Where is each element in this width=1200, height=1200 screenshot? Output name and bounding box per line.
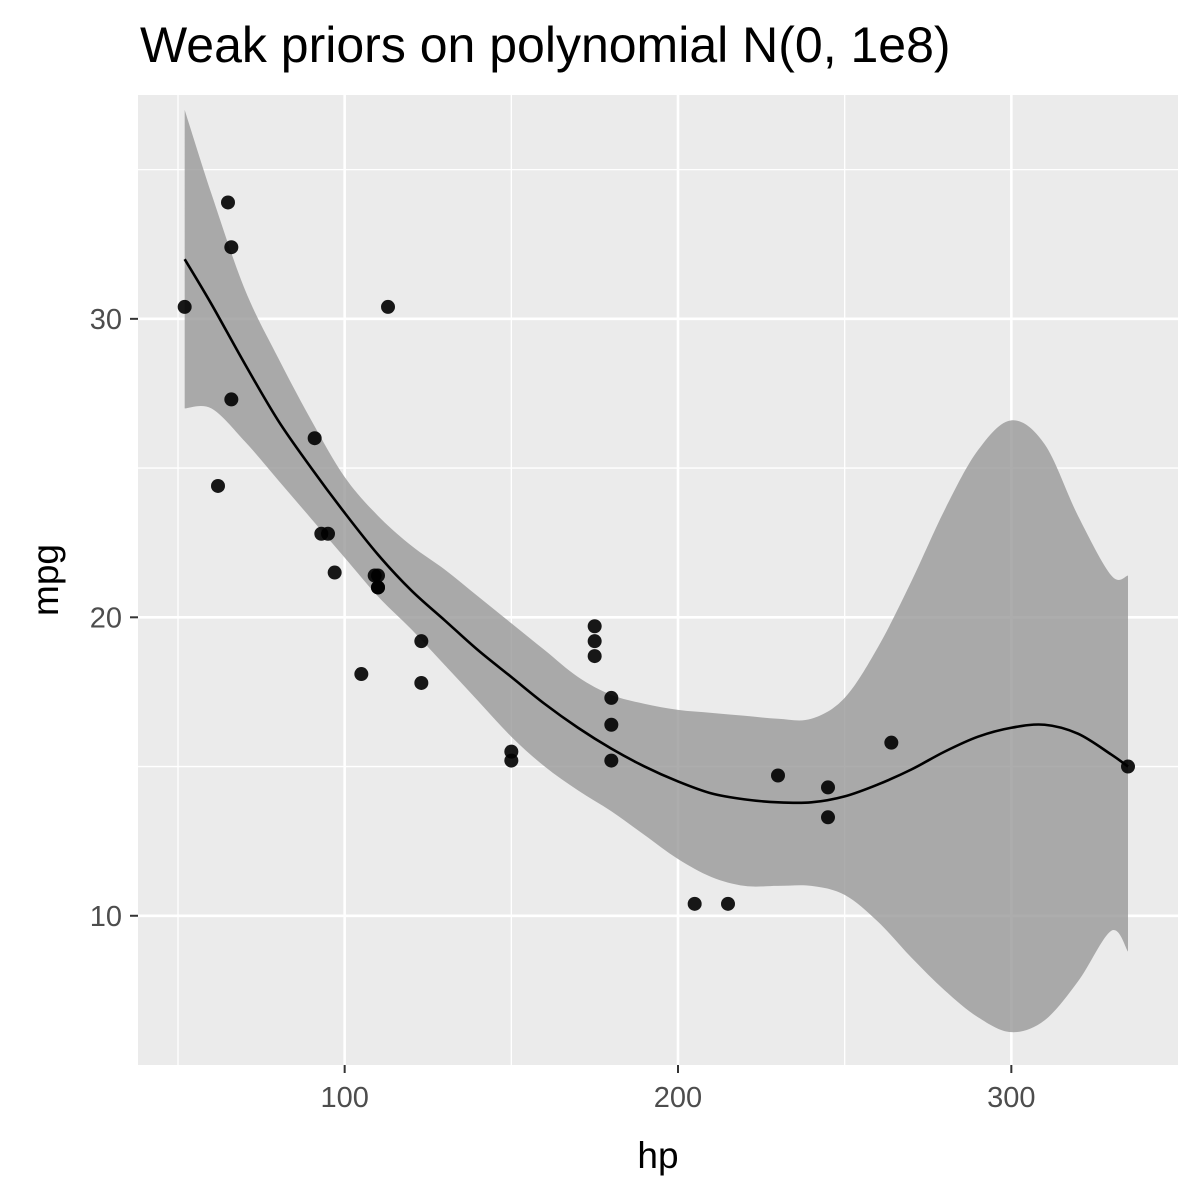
y-tick-label: 30 (90, 304, 122, 336)
data-point (321, 526, 335, 541)
y-axis-title: mpg (25, 544, 66, 616)
data-point (587, 649, 602, 664)
x-axis: 100 200 300 (320, 1065, 1036, 1114)
data-point (414, 634, 429, 649)
data-point (381, 299, 395, 314)
x-tick-label: 300 (987, 1082, 1035, 1114)
data-point (604, 717, 619, 732)
data-point (604, 690, 619, 705)
data-point (821, 780, 835, 795)
data-point (224, 392, 239, 407)
data-point (354, 667, 369, 682)
x-tick-label: 100 (320, 1082, 368, 1114)
data-point (367, 568, 382, 583)
data-points (177, 195, 1135, 911)
x-axis-title: hp (637, 1135, 678, 1176)
confidence-ribbon (184, 109, 1129, 1033)
y-tick-label: 20 (90, 602, 122, 634)
y-tick-label: 10 (90, 901, 122, 933)
data-point (221, 195, 235, 210)
data-point (587, 619, 602, 634)
data-point (327, 565, 342, 580)
data-point (821, 810, 835, 825)
data-point (414, 675, 429, 690)
data-point (371, 580, 385, 595)
data-point (721, 896, 735, 911)
data-point (211, 478, 225, 493)
data-point (604, 753, 619, 768)
data-point (504, 753, 519, 768)
data-point (687, 896, 702, 911)
data-point (177, 299, 192, 314)
chart-title: Weak priors on polynomial N(0, 1e8) (140, 17, 951, 73)
x-tick-label: 200 (654, 1082, 702, 1114)
data-point (1121, 759, 1135, 774)
fit-line (183, 258, 1129, 805)
data-point (587, 634, 602, 649)
data-point (771, 768, 785, 783)
data-point (307, 431, 322, 446)
data-point (884, 735, 899, 750)
y-axis: 10 20 30 (90, 304, 138, 933)
data-point (224, 240, 239, 255)
